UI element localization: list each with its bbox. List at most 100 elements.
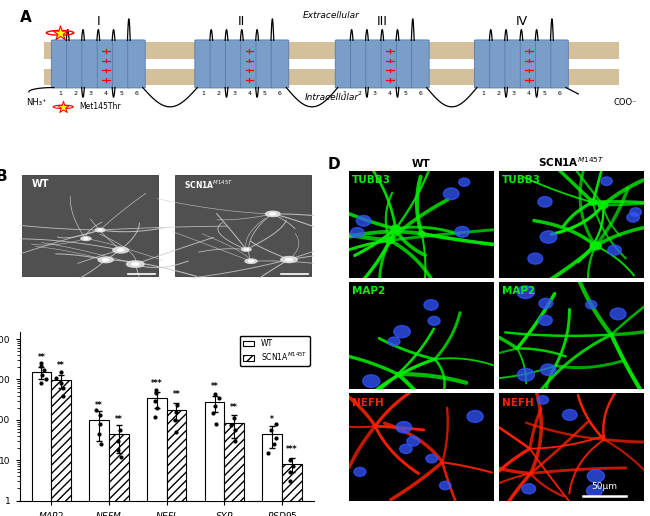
Text: III: III: [377, 14, 387, 28]
Circle shape: [244, 249, 248, 250]
Circle shape: [601, 177, 612, 185]
FancyBboxPatch shape: [240, 40, 258, 88]
FancyBboxPatch shape: [128, 40, 145, 88]
Text: *: *: [270, 414, 274, 424]
Bar: [147, 398, 166, 516]
Text: 4: 4: [388, 91, 392, 96]
Text: **: **: [211, 382, 218, 392]
Text: 1: 1: [342, 91, 346, 96]
Point: [151, 390, 162, 398]
Text: Met145Thr: Met145Thr: [79, 102, 120, 111]
Circle shape: [586, 485, 603, 497]
Text: 5: 5: [403, 91, 407, 96]
Bar: [51, 380, 71, 516]
Point: [170, 428, 181, 436]
Point: [55, 368, 66, 377]
FancyBboxPatch shape: [210, 40, 228, 88]
Circle shape: [426, 455, 437, 463]
Point: [270, 420, 281, 428]
Circle shape: [407, 437, 420, 446]
Text: 5: 5: [542, 91, 546, 96]
Text: 4: 4: [104, 91, 108, 96]
Point: [151, 386, 161, 394]
Circle shape: [270, 213, 276, 215]
FancyBboxPatch shape: [474, 40, 492, 88]
Point: [36, 362, 46, 370]
Legend: WT, SCN1A$^{M145T}$: WT, SCN1A$^{M145T}$: [240, 336, 310, 366]
Circle shape: [356, 215, 371, 226]
Point: [214, 394, 224, 402]
Point: [96, 440, 106, 448]
Point: [94, 430, 105, 438]
Circle shape: [467, 410, 483, 423]
Text: 2: 2: [73, 91, 77, 96]
FancyBboxPatch shape: [505, 40, 523, 88]
Circle shape: [522, 483, 536, 494]
Text: 6: 6: [135, 91, 138, 96]
Text: 4: 4: [248, 91, 252, 96]
Point: [58, 103, 68, 111]
Point: [284, 468, 294, 476]
Circle shape: [245, 259, 257, 263]
Circle shape: [539, 315, 552, 326]
Circle shape: [590, 242, 601, 250]
FancyBboxPatch shape: [226, 40, 243, 88]
Text: D: D: [328, 157, 340, 172]
Circle shape: [265, 211, 280, 217]
Text: SCN1A$^{M145T}$: SCN1A$^{M145T}$: [185, 179, 233, 191]
Point: [152, 404, 162, 412]
Point: [230, 437, 240, 445]
Circle shape: [517, 368, 534, 381]
Point: [270, 434, 281, 442]
Point: [150, 412, 161, 421]
Point: [40, 375, 51, 383]
Circle shape: [538, 197, 552, 207]
Bar: [44, 42, 619, 59]
Point: [56, 379, 66, 388]
Circle shape: [517, 286, 534, 299]
FancyBboxPatch shape: [271, 40, 289, 88]
Point: [209, 402, 220, 410]
Point: [57, 392, 68, 400]
Circle shape: [588, 470, 604, 482]
Circle shape: [540, 364, 556, 375]
Point: [208, 409, 218, 417]
Circle shape: [350, 228, 364, 237]
Text: 3: 3: [372, 91, 376, 96]
Text: **: **: [96, 400, 103, 410]
Text: 5: 5: [119, 91, 123, 96]
Point: [269, 440, 280, 448]
Text: NEFH: NEFH: [352, 397, 383, 408]
FancyBboxPatch shape: [381, 40, 398, 88]
FancyBboxPatch shape: [489, 40, 507, 88]
Circle shape: [96, 228, 105, 232]
Text: 1: 1: [202, 91, 205, 96]
FancyBboxPatch shape: [411, 40, 429, 88]
Circle shape: [455, 227, 469, 237]
Text: B: B: [0, 169, 8, 184]
Bar: [263, 434, 282, 516]
Bar: [176, 175, 311, 276]
Point: [112, 437, 123, 445]
Bar: [224, 423, 244, 516]
Text: 2: 2: [497, 91, 500, 96]
Point: [285, 477, 295, 486]
Text: 3: 3: [232, 91, 236, 96]
Text: 2: 2: [358, 91, 361, 96]
Point: [230, 426, 240, 434]
Title: SCN1A$^{M145T}$: SCN1A$^{M145T}$: [538, 155, 604, 169]
Text: 6: 6: [278, 91, 282, 96]
Text: ***: ***: [286, 445, 298, 454]
Circle shape: [608, 245, 621, 255]
Point: [210, 390, 220, 398]
Text: **: **: [57, 361, 65, 370]
Circle shape: [98, 229, 102, 231]
FancyBboxPatch shape: [350, 40, 368, 88]
Text: 2: 2: [217, 91, 221, 96]
Point: [36, 359, 47, 367]
Point: [37, 370, 47, 379]
Text: 1: 1: [58, 91, 62, 96]
Point: [115, 453, 125, 461]
Bar: [89, 420, 109, 516]
Bar: [166, 410, 187, 516]
